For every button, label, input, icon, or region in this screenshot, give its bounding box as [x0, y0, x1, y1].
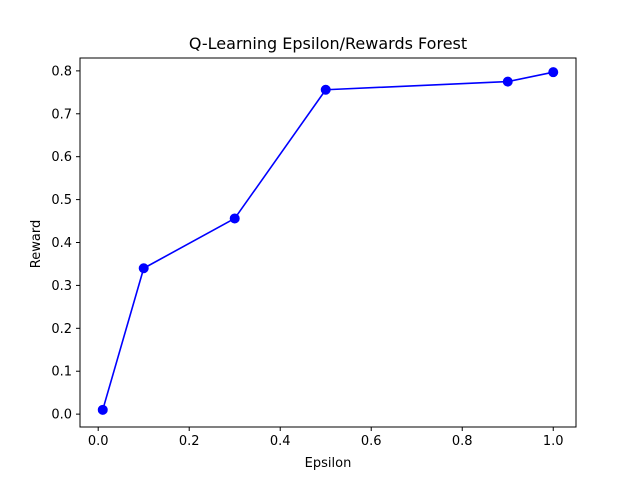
y-tick-label: 0.7 [51, 107, 72, 122]
data-point [138, 263, 149, 274]
data-point [97, 404, 108, 415]
axes: 0.0 0.2 0.4 0.6 0.8 1.0 0.0 0.1 0.2 0.3 0.4 0.5 0.6 0… [51, 57, 577, 449]
y-tick-label: 0.4 [51, 236, 72, 251]
x-tick-label: 0.6 [361, 434, 382, 449]
y-tick-label: 0.1 [51, 365, 72, 380]
x-tick-label: 0.4 [270, 434, 291, 449]
y-tick-label: 0.2 [51, 322, 72, 337]
y-tick-label: 0.6 [51, 150, 72, 165]
x-tick-label: 0.8 [452, 434, 473, 449]
chart-title: Q-Learning Epsilon/Rewards Forest [189, 34, 467, 53]
data-point [548, 67, 559, 78]
y-tick-label: 0.8 [51, 64, 72, 79]
plot-frame [79, 57, 577, 428]
x-tick-label: 0.2 [179, 434, 200, 449]
data-point [229, 213, 240, 224]
data-point [502, 76, 513, 87]
x-tick-label: 1.0 [543, 434, 564, 449]
series-layer [97, 67, 559, 415]
y-axis-label: Reward [29, 220, 44, 268]
y-tick-label: 0.5 [51, 193, 72, 208]
y-tick-label: 0.3 [51, 279, 72, 294]
x-tick-label: 0.0 [88, 434, 109, 449]
series-line [101, 71, 554, 411]
x-axis-label: Epsilon [305, 456, 352, 471]
data-point [320, 84, 331, 95]
y-tick-label: 0.0 [51, 408, 72, 423]
